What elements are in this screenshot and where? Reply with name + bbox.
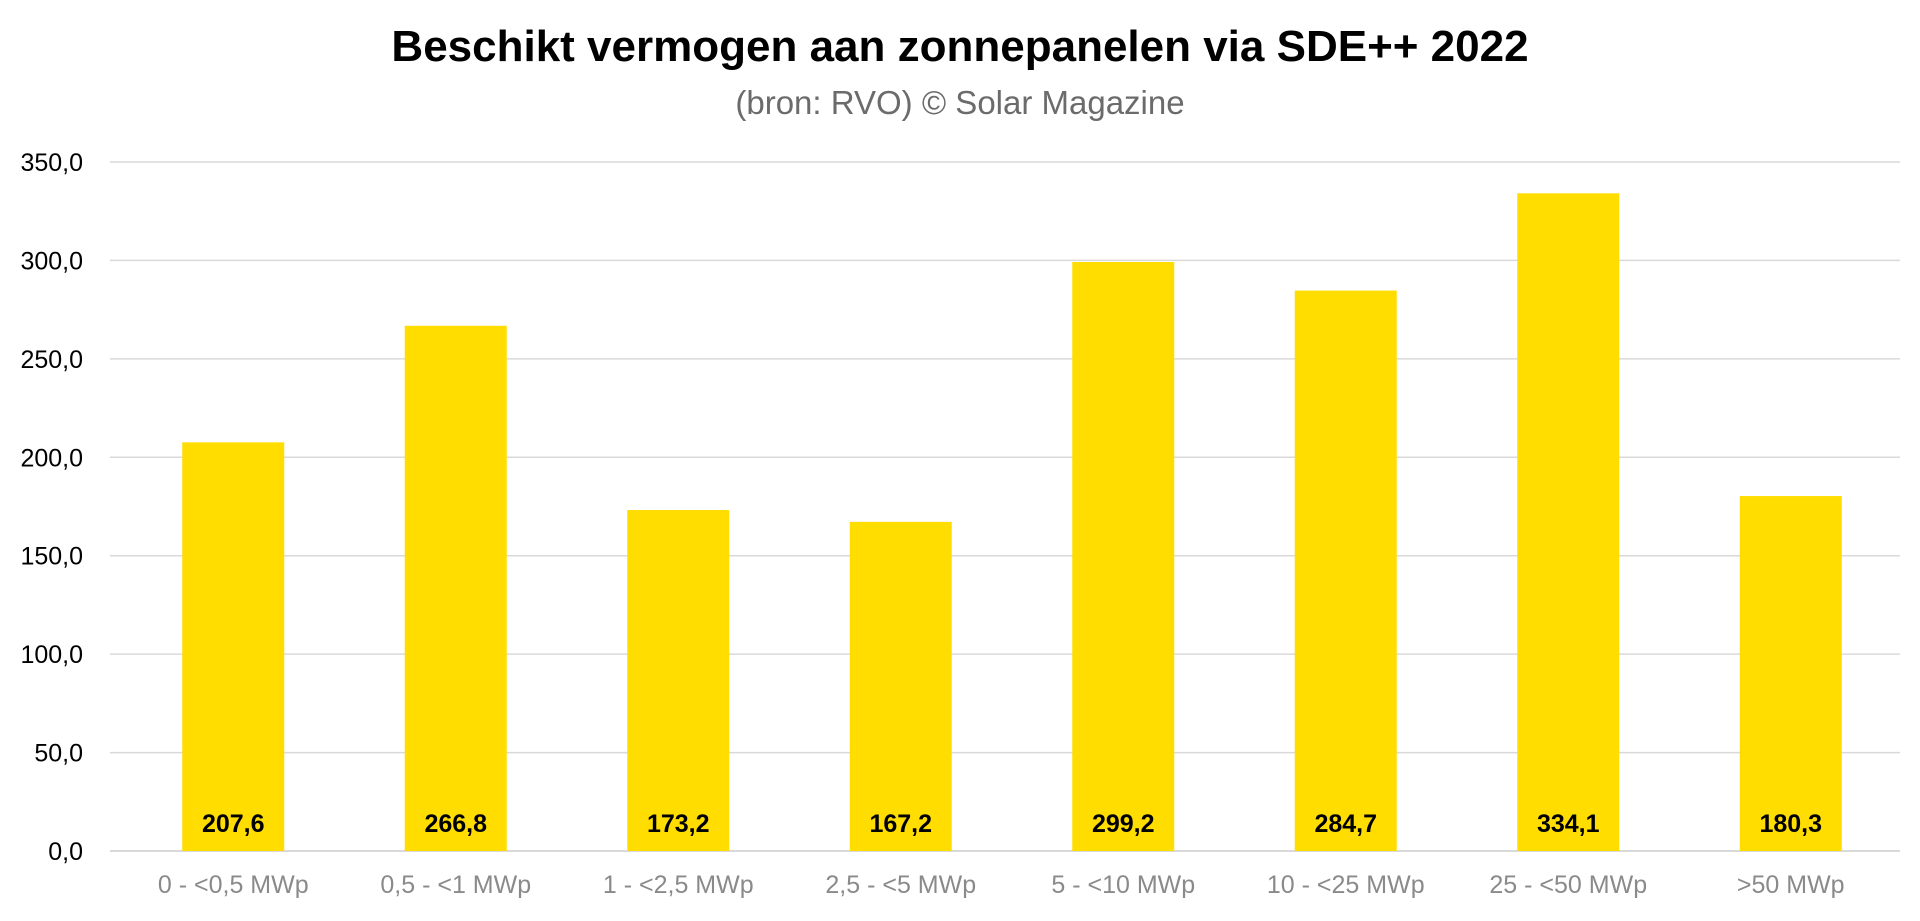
y-tick-label: 200,0 (20, 444, 83, 472)
bar-value-label: 299,2 (1092, 810, 1155, 838)
y-tick-label: 50,0 (34, 740, 83, 768)
bar-value-label: 180,3 (1759, 810, 1822, 838)
y-tick-label: 300,0 (20, 247, 83, 275)
bar (849, 521, 952, 851)
x-category-label: >50 MWp (1737, 871, 1845, 899)
y-tick-label: 150,0 (20, 543, 83, 571)
bar (1739, 496, 1842, 851)
bars (182, 193, 1842, 851)
bar (1072, 262, 1175, 851)
y-tick-label: 100,0 (20, 641, 83, 669)
value-labels: 207,6 266,8 173,2 167,2 299,2 284,7 334,1 180,3 (202, 810, 1822, 838)
bar-value-label: 173,2 (647, 810, 710, 838)
bar-value-label: 284,7 (1314, 810, 1377, 838)
bar-value-label: 266,8 (424, 810, 487, 838)
bar-value-label: 207,6 (202, 810, 265, 838)
bar (182, 442, 285, 851)
bar (1517, 193, 1620, 851)
y-tick-label: 0,0 (48, 838, 83, 866)
bar-value-label: 334,1 (1537, 810, 1600, 838)
bar (1294, 290, 1397, 851)
x-axis-categories: 0 - <0,5 MWp 0,5 - <1 MWp 1 - <2,5 MWp 2,5 … (158, 871, 1845, 899)
x-category-label: 25 - <50 MWp (1489, 871, 1647, 899)
chart-subtitle: (bron: RVO) © Solar Magazine (735, 84, 1185, 121)
y-tick-label: 250,0 (20, 346, 83, 374)
chart-title: Beschikt vermogen aan zonnepanelen via S… (391, 22, 1529, 71)
x-category-label: 1 - <2,5 MWp (603, 871, 754, 899)
gridlines (110, 161, 1900, 852)
x-category-label: 0,5 - <1 MWp (380, 871, 531, 899)
x-category-label: 10 - <25 MWp (1267, 871, 1425, 899)
y-tick-label: 350,0 (20, 149, 83, 177)
bar-value-label: 167,2 (869, 810, 932, 838)
x-category-label: 5 - <10 MWp (1051, 871, 1195, 899)
x-category-label: 0 - <0,5 MWp (158, 871, 309, 899)
bar (627, 510, 730, 851)
x-category-label: 2,5 - <5 MWp (825, 871, 976, 899)
bar (404, 325, 507, 851)
y-axis-ticks: 0,0 50,0 100,0 150,0 200,0 250,0 300,0 350,0 (20, 149, 83, 866)
